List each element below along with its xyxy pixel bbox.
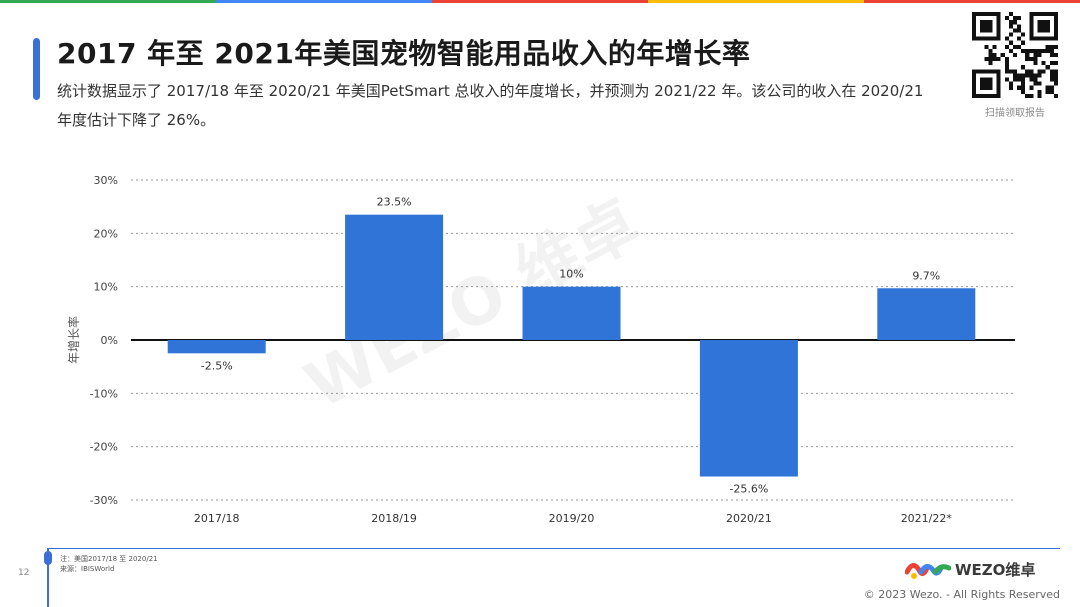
y-tick-label: -20%	[90, 441, 118, 454]
source-note: 注：美国2017/18 至 2020/21 来源：IBISWorld	[60, 554, 158, 574]
wezo-logo: WEZO维卓	[905, 558, 1035, 580]
y-tick-label: 30%	[94, 174, 118, 187]
footer-accent-dot	[44, 551, 52, 565]
x-tick-label: 2019/20	[549, 512, 595, 525]
data-label: 10%	[559, 268, 583, 281]
bar-2020-21	[699, 340, 798, 477]
data-label: 23.5%	[377, 196, 412, 209]
page-description: 统计数据显示了 2017/18 年至 2020/21 年美国PetSmart 总…	[57, 82, 924, 129]
x-tick-label: 2020/21	[726, 512, 772, 525]
footer-accent-line	[47, 548, 49, 607]
y-tick-label: -30%	[90, 494, 118, 507]
source-note-line2: 来源：IBISWorld	[60, 565, 115, 573]
source-note-line1: 注：美国2017/18 至 2020/21	[60, 555, 158, 563]
qr-caption: 扫描领取报告	[985, 108, 1045, 119]
top-color-strip	[0, 0, 1080, 3]
footer-divider	[48, 548, 1060, 549]
page-title: 2017 年至 2021年美国宠物智能用品收入的年增长率	[57, 37, 751, 70]
y-axis-label: 年增长率	[66, 316, 81, 364]
bar-2018-19	[345, 214, 444, 340]
wezo-logo-icon	[905, 563, 951, 579]
x-tick-label: 2017/18	[194, 512, 240, 525]
bar-2017-18	[167, 340, 266, 354]
y-tick-label: 0%	[101, 334, 118, 347]
data-label: 9.7%	[912, 269, 940, 282]
copyright: © 2023 Wezo. - All Rights Reserved	[863, 588, 1060, 601]
bar-2019-20	[522, 286, 621, 340]
qr-code-icon[interactable]	[972, 12, 1058, 98]
y-tick-label: 10%	[94, 281, 118, 294]
title-accent-bar	[33, 38, 40, 100]
y-tick-label: -10%	[90, 387, 118, 400]
x-tick-label: 2021/22*	[901, 512, 953, 525]
x-tick-label: 2018/19	[371, 512, 417, 525]
logo-text: WEZO维卓	[955, 560, 1036, 579]
y-tick-label: 20%	[94, 227, 118, 240]
data-label: -25.6%	[729, 483, 768, 496]
page-number: 12	[18, 568, 30, 578]
bar-2021-22-	[877, 288, 976, 340]
data-label: -2.5%	[201, 359, 233, 372]
